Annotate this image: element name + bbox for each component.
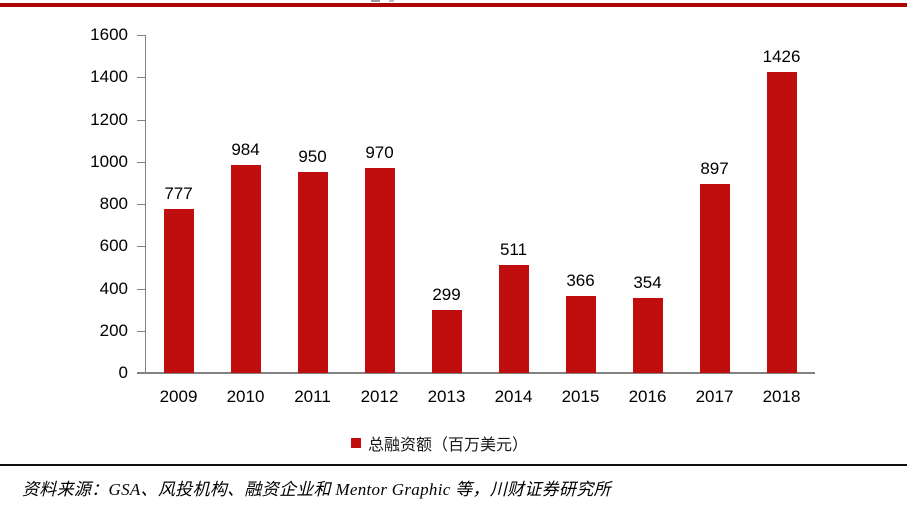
bar-2014	[498, 265, 529, 373]
y-tick-label: 400	[99, 278, 128, 298]
top-divider	[0, 3, 907, 7]
y-axis-line	[145, 35, 146, 374]
y-tick-label: 800	[99, 194, 128, 213]
source-note: 资料来源：GSA、风投机构、融资企业和 Mentor Graphic 等，川财证…	[22, 480, 611, 499]
y-tick-label: 1600	[90, 25, 128, 44]
bar-2012	[364, 168, 395, 373]
x-tick-label: 2011	[294, 387, 331, 406]
y-tick-label: 1400	[90, 67, 128, 87]
bar-2016	[632, 298, 663, 373]
bar-2009	[163, 209, 194, 373]
x-tick-label: 2014	[494, 387, 533, 406]
x-tick-label: 2013	[427, 387, 466, 406]
bar-2017	[699, 184, 730, 373]
legend-label: 总融资额（百万美元）	[368, 437, 529, 454]
clipped-title-fragment	[389, 0, 394, 2]
clipped-title-fragment	[371, 0, 380, 2]
y-tick-mark	[137, 204, 145, 205]
bar-2015	[565, 296, 596, 373]
x-tick-label: 2012	[360, 387, 399, 406]
footer-divider	[0, 464, 907, 466]
y-tick-label: 1000	[90, 151, 128, 171]
x-tick-label: 2010	[226, 387, 265, 406]
x-axis-line	[137, 372, 815, 374]
x-tick-label: 2018	[762, 387, 801, 406]
bar-2010	[230, 165, 261, 373]
bar-value-label: 984	[231, 140, 260, 159]
y-tick-mark	[137, 35, 145, 36]
bar-value-label: 354	[633, 273, 662, 292]
bar-2011	[297, 172, 328, 373]
y-tick-mark	[137, 162, 145, 163]
y-tick-label: 600	[99, 236, 128, 256]
x-tick-label: 2017	[695, 387, 734, 406]
bar-2013	[431, 310, 462, 373]
y-tick-mark	[137, 246, 145, 247]
bar-2018	[766, 72, 797, 373]
bar-value-label: 950	[298, 147, 327, 166]
bar-value-label: 511	[499, 240, 528, 259]
x-tick-label: 2015	[561, 387, 600, 406]
legend-marker-icon	[351, 438, 361, 448]
x-tick-label: 2009	[159, 387, 198, 406]
y-tick-label: 0	[118, 363, 128, 382]
bar-value-label: 897	[700, 159, 729, 178]
bar-value-label: 299	[432, 285, 461, 304]
y-tick-label: 200	[99, 320, 128, 340]
chart-legend: 总融资额（百万美元）	[351, 431, 528, 455]
bar-chart: 0 200 400 600 800 1000 1200 1400 1600 777 984 950 9…	[90, 25, 815, 455]
y-tick-mark	[137, 77, 145, 78]
x-tick-label: 2016	[628, 387, 667, 406]
bar-value-label: 777	[164, 184, 193, 203]
y-tick-label: 1200	[90, 109, 128, 129]
y-tick-mark	[137, 120, 145, 121]
bar-value-label: 366	[566, 271, 595, 290]
y-tick-mark	[137, 289, 145, 290]
bar-value-label: 1426	[762, 47, 801, 66]
bar-value-label: 970	[365, 143, 394, 162]
y-tick-mark	[137, 331, 145, 332]
